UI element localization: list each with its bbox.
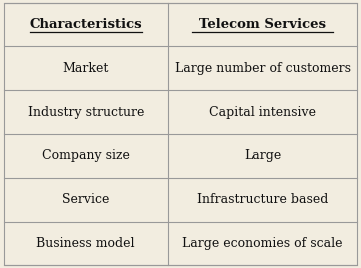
Text: Infrastructure based: Infrastructure based xyxy=(197,193,328,206)
Text: Market: Market xyxy=(62,62,109,75)
Text: Industry structure: Industry structure xyxy=(27,106,144,119)
Text: Capital intensive: Capital intensive xyxy=(209,106,316,119)
Text: Service: Service xyxy=(62,193,109,206)
Text: Telecom Services: Telecom Services xyxy=(199,18,326,31)
Text: Large: Large xyxy=(244,149,281,162)
Text: Characteristics: Characteristics xyxy=(30,18,142,31)
Text: Business model: Business model xyxy=(36,237,135,250)
Text: Large economies of scale: Large economies of scale xyxy=(182,237,343,250)
Text: Company size: Company size xyxy=(42,149,130,162)
Text: Large number of customers: Large number of customers xyxy=(175,62,351,75)
